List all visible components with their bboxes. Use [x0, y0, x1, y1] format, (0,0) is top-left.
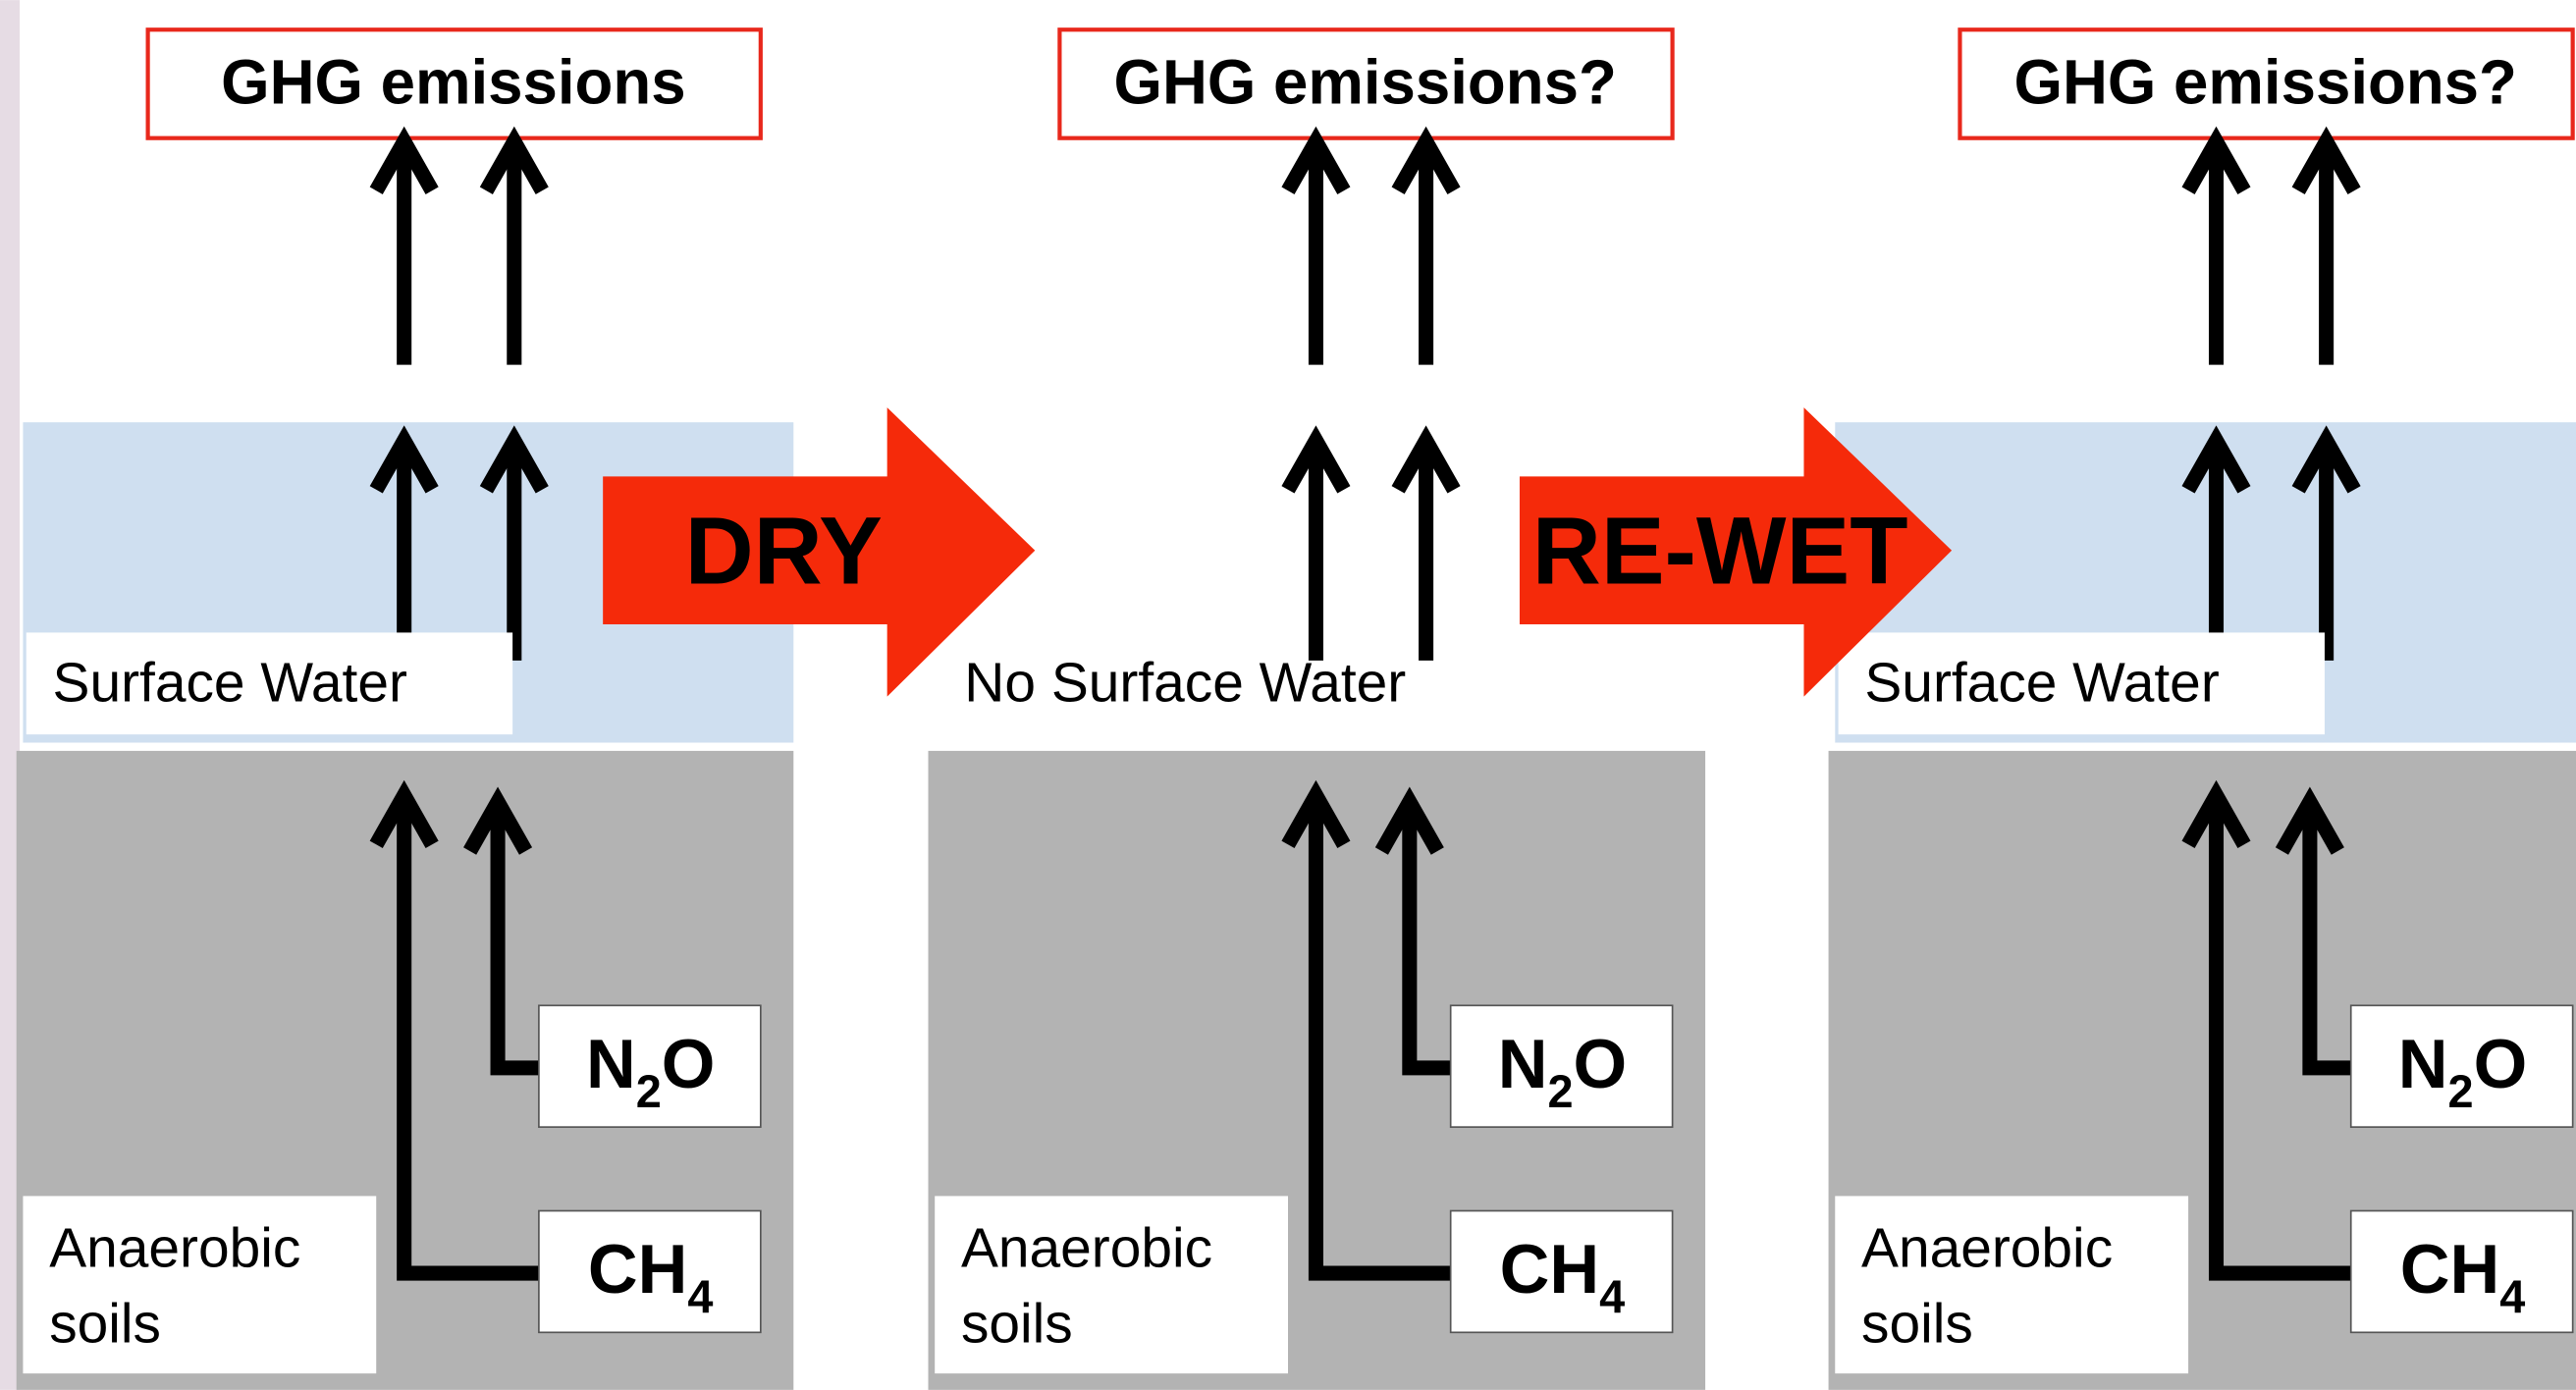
arrow-head	[1281, 126, 1351, 194]
soil-label: Anaerobic	[961, 1216, 1212, 1279]
ch4-path	[397, 801, 539, 1281]
arrow-head	[2181, 779, 2251, 848]
arrow-head	[1281, 779, 1351, 848]
gas-symbol: N	[1498, 1025, 1548, 1102]
transition-label: DRY	[685, 498, 883, 605]
gas-subscript: 4	[687, 1271, 713, 1322]
gas-subscript: 4	[1599, 1271, 1625, 1322]
soil-label: soils	[49, 1292, 161, 1355]
transition-arrow	[1519, 407, 1953, 697]
arrow-head	[2275, 786, 2344, 855]
gas-box	[2349, 1209, 2574, 1334]
gas-box	[1449, 1209, 1674, 1334]
arrow-head	[1391, 425, 1461, 494]
arrow-head	[369, 425, 439, 494]
emissions-label: GHG emissions	[221, 48, 685, 118]
gas-subscript: 2	[1547, 1066, 1573, 1117]
gas-subscript: 2	[636, 1066, 662, 1117]
gas-label: N2O	[1498, 1025, 1627, 1117]
gas-symbol: N	[2398, 1025, 2448, 1102]
gas-box	[2349, 1004, 2574, 1128]
gas-subscript: 4	[2499, 1271, 2525, 1322]
gas-suffix: O	[1574, 1025, 1628, 1102]
arrow-head	[479, 425, 549, 494]
gas-label: CH4	[1500, 1230, 1626, 1322]
arrow-head	[369, 779, 439, 848]
emissions-box	[145, 27, 763, 140]
soil-label: soils	[961, 1292, 1073, 1355]
n2o-path	[2302, 808, 2351, 1076]
arrow-head	[1391, 126, 1461, 194]
gas-label: CH4	[2400, 1230, 2526, 1322]
emissions-box	[1057, 27, 1675, 140]
gas-suffix: O	[2474, 1025, 2528, 1102]
water-label-box	[26, 632, 513, 735]
gas-label: N2O	[586, 1025, 715, 1117]
gas-box	[538, 1004, 762, 1128]
gas-subscript: 2	[2448, 1066, 2474, 1117]
water-label: No Surface Water	[964, 652, 1406, 715]
gas-symbol: CH	[588, 1230, 688, 1308]
soil-label: soils	[1861, 1292, 1973, 1355]
gas-box	[538, 1209, 762, 1334]
emissions-label: GHG emissions?	[2014, 48, 2517, 118]
soil-label: Anaerobic	[49, 1216, 300, 1279]
arrow-head	[2181, 126, 2251, 194]
arrow-head	[2291, 425, 2361, 494]
arrow-head	[479, 126, 549, 194]
gas-symbol: N	[586, 1025, 636, 1102]
edge-strip	[0, 0, 21, 1390]
gas-symbol: CH	[1500, 1230, 1600, 1308]
emissions-label: GHG emissions?	[1114, 48, 1617, 118]
arrow-head	[1281, 425, 1351, 494]
water-label: Surface Water	[1864, 652, 2219, 715]
water-label: Surface Water	[53, 652, 407, 715]
n2o-path	[1402, 808, 1451, 1076]
gas-symbol: CH	[2400, 1230, 2500, 1308]
n2o-path	[490, 808, 539, 1076]
ch4-path	[2208, 801, 2351, 1281]
arrow-head	[2181, 425, 2251, 494]
transition-arrow	[603, 407, 1036, 697]
gas-label: N2O	[2398, 1025, 2527, 1117]
soil-label-box	[23, 1196, 377, 1374]
water-label-box	[1838, 632, 2325, 735]
gas-suffix: O	[662, 1025, 716, 1102]
emissions-box	[1958, 27, 2575, 140]
gas-label: CH4	[588, 1230, 714, 1322]
soil-label: Anaerobic	[1861, 1216, 2113, 1279]
gas-box	[1449, 1004, 1674, 1128]
arrow-head	[1374, 786, 1444, 855]
arrow-head	[369, 126, 439, 194]
arrow-head	[463, 786, 533, 855]
soil-label-box	[1835, 1196, 2189, 1374]
arrow-head	[2291, 126, 2361, 194]
soil-label-box	[935, 1196, 1288, 1374]
ch4-path	[1308, 801, 1451, 1281]
transition-label: RE-WET	[1532, 498, 1908, 605]
